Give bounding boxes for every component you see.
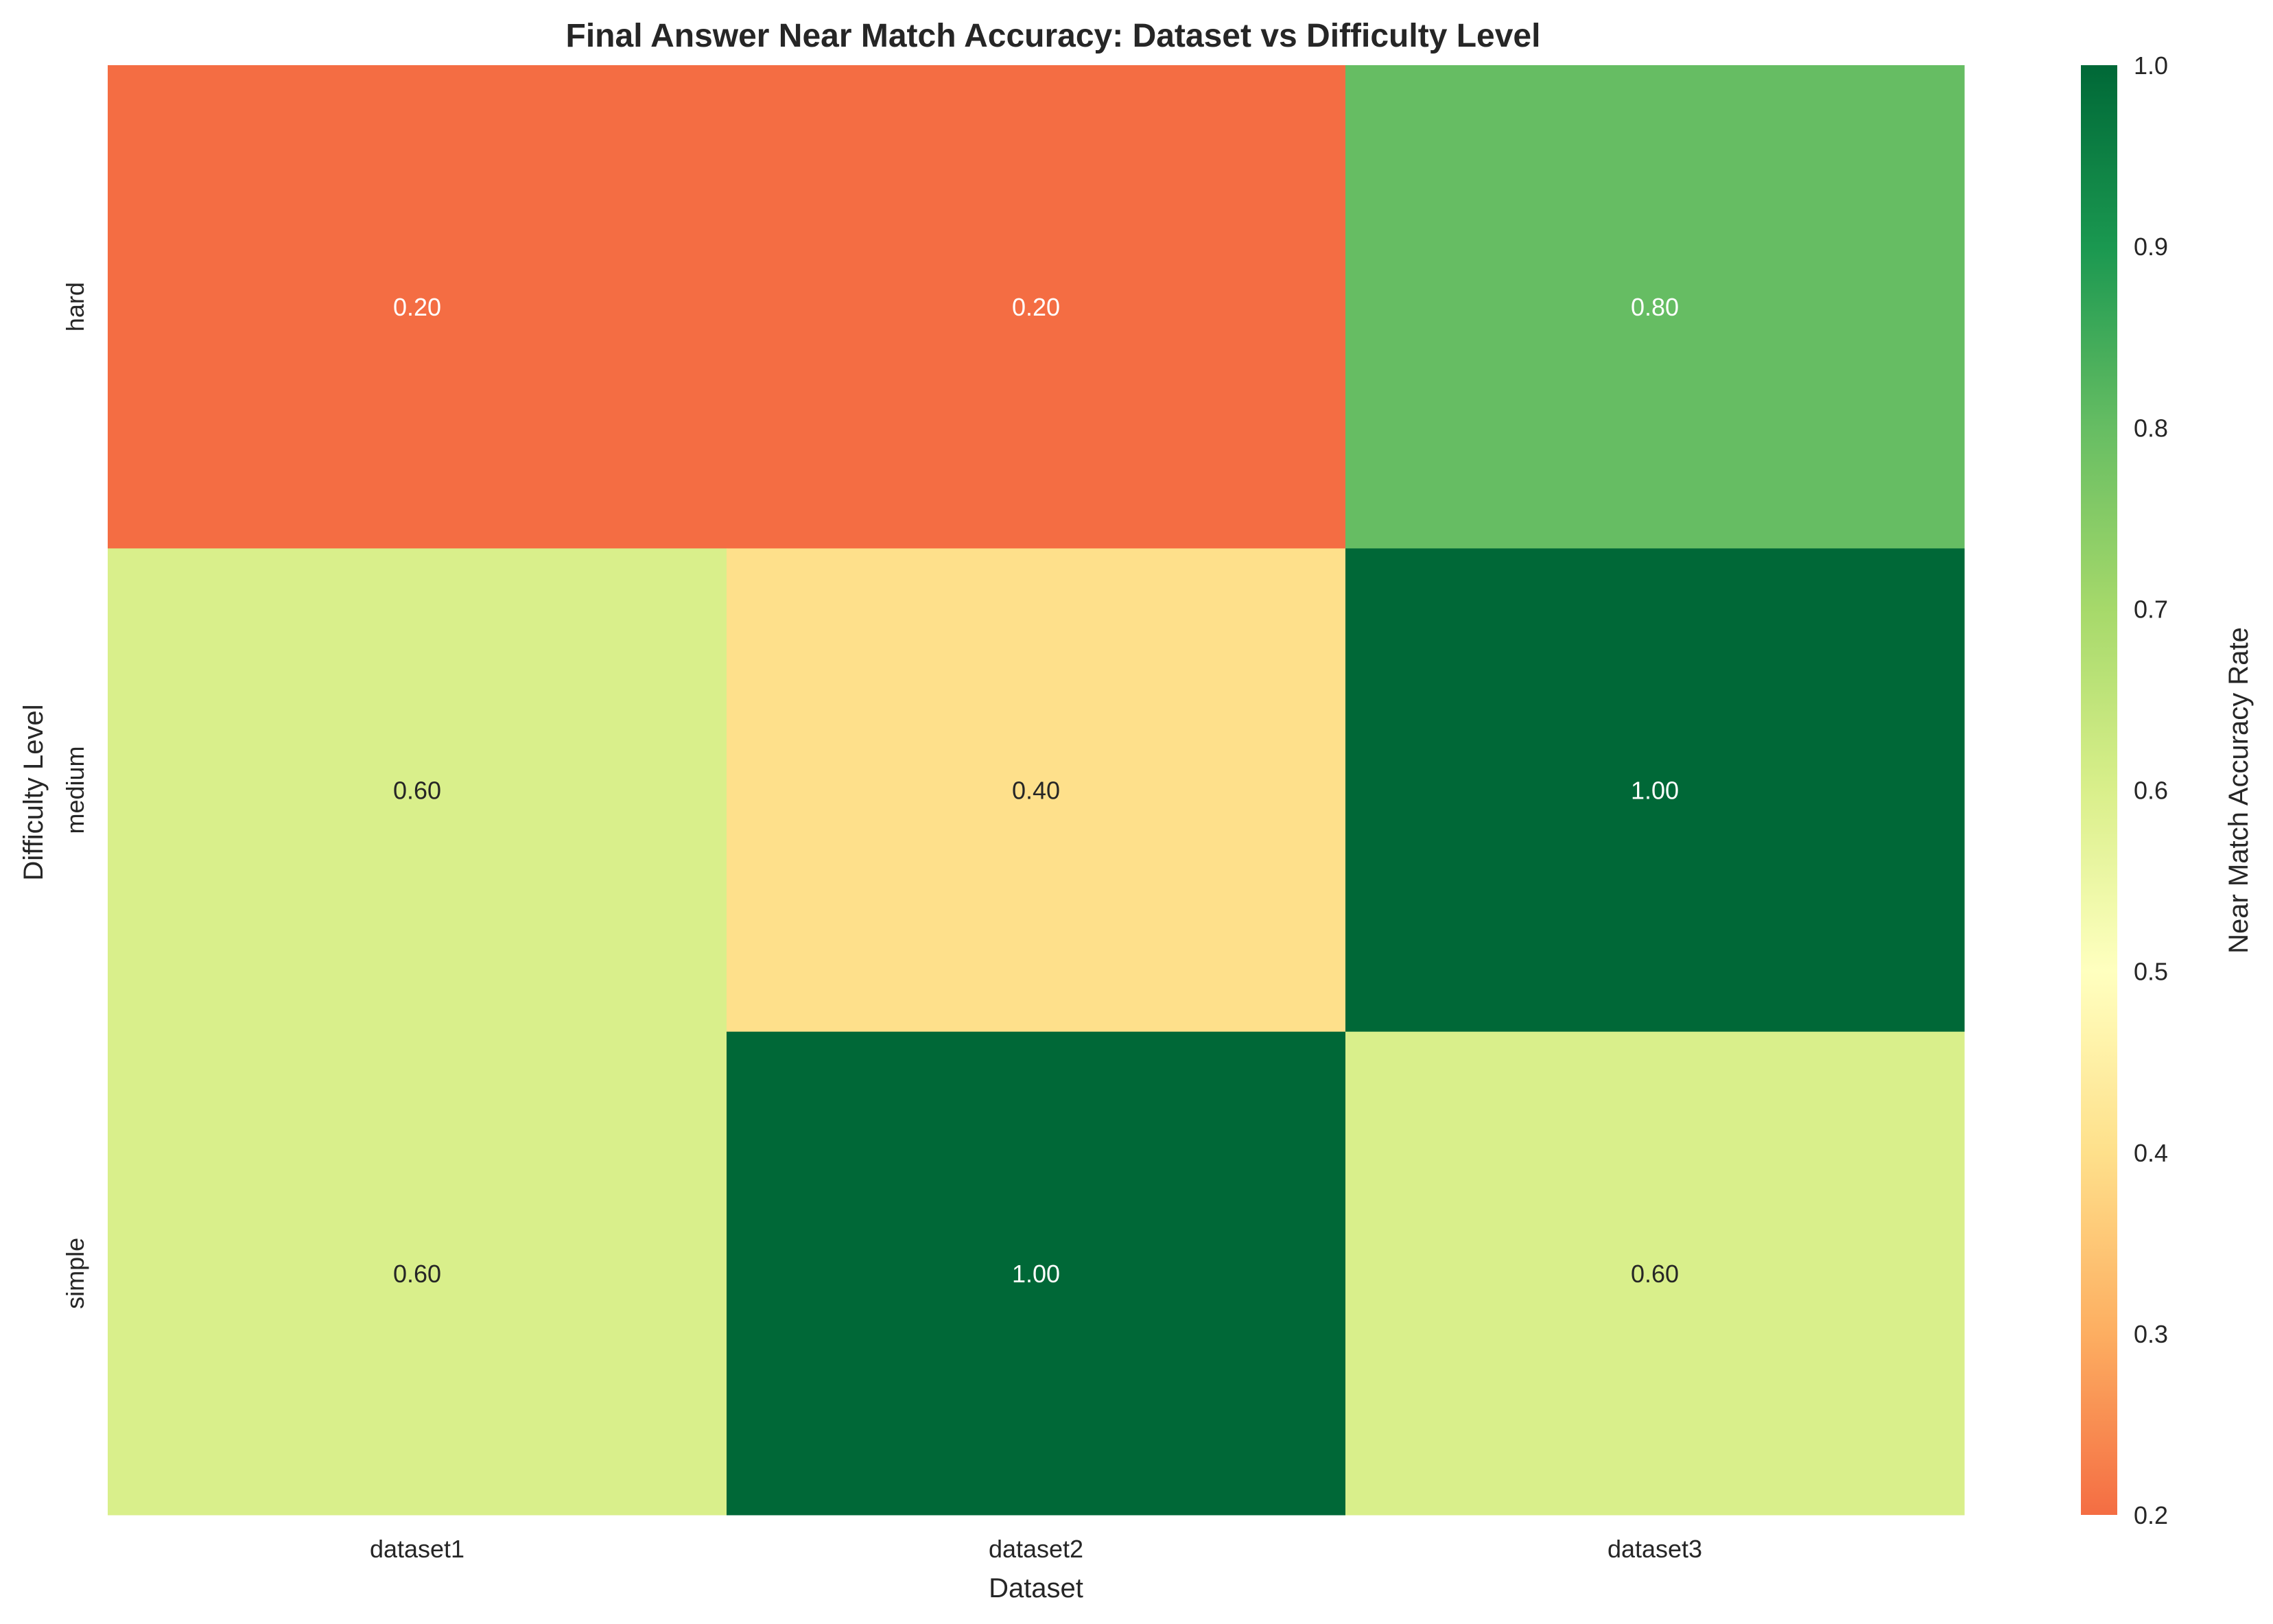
- cell-value-label: 0.40: [1012, 777, 1060, 805]
- heatmap-cell-simple-dataset2: [727, 1031, 1346, 1516]
- cell-value-label: 0.80: [1631, 293, 1679, 321]
- colorbar: [2081, 65, 2117, 1515]
- heatmap-cell-hard-dataset2: [727, 65, 1346, 549]
- y-tick-labels: hard medium simple: [61, 282, 89, 1309]
- cell-value-label: 1.00: [1012, 1260, 1060, 1288]
- cell-value-label: 0.60: [393, 777, 441, 805]
- x-tick-label-dataset2: dataset2: [989, 1535, 1083, 1563]
- heatmap-cell-simple-dataset3: [1345, 1031, 1965, 1516]
- cell-value-label: 0.60: [1631, 1260, 1679, 1288]
- y-tick-label-simple: simple: [61, 1238, 89, 1309]
- colorbar-tick-label: 1.0: [2134, 51, 2168, 80]
- colorbar-tick-label: 0.2: [2134, 1501, 2168, 1529]
- colorbar-label: Near Match Accuracy Rate: [2224, 627, 2254, 954]
- colorbar-tick-label: 0.6: [2134, 777, 2168, 805]
- heatmap-cell-medium-dataset2: [727, 548, 1346, 1033]
- colorbar-tick-label: 0.3: [2134, 1320, 2168, 1348]
- cell-value-label: 0.60: [393, 1260, 441, 1288]
- colorbar-tick-label: 0.8: [2134, 414, 2168, 442]
- y-tick-label-medium: medium: [61, 746, 89, 834]
- x-tick-label-dataset1: dataset1: [370, 1535, 464, 1563]
- x-tick-label-dataset3: dataset3: [1607, 1535, 1702, 1563]
- y-tick-label-hard: hard: [61, 282, 89, 331]
- cell-value-label: 0.20: [393, 293, 441, 321]
- chart-title: Final Answer Near Match Accuracy: Datase…: [566, 18, 1541, 54]
- heatmap-cells: 0.20 0.20 0.80 0.60 0.40 1.00 0.60 1.00 0.60: [108, 65, 1965, 1516]
- colorbar-tick-label: 0.9: [2134, 233, 2168, 261]
- colorbar-tick-label: 0.5: [2134, 958, 2168, 986]
- colorbar-tick-label: 0.4: [2134, 1139, 2168, 1167]
- colorbar-ticks: 0.2 0.3 0.4 0.5 0.6 0.7 0.8 0.9 1.0: [2134, 51, 2168, 1529]
- y-axis-label: Difficulty Level: [19, 704, 49, 880]
- heatmap-cell-medium-dataset1: [108, 548, 727, 1033]
- cell-value-label: 1.00: [1631, 777, 1679, 805]
- heatmap-cell-hard-dataset3: [1345, 65, 1965, 549]
- heatmap-cell-hard-dataset1: [108, 65, 727, 549]
- heatmap-cell-medium-dataset3: [1345, 548, 1965, 1033]
- cell-value-label: 0.20: [1012, 293, 1060, 321]
- x-tick-labels: dataset1 dataset2 dataset3: [370, 1535, 1702, 1563]
- colorbar-tick-label: 0.7: [2134, 595, 2168, 623]
- heatmap-cell-simple-dataset1: [108, 1031, 727, 1516]
- x-axis-label: Dataset: [989, 1573, 1083, 1603]
